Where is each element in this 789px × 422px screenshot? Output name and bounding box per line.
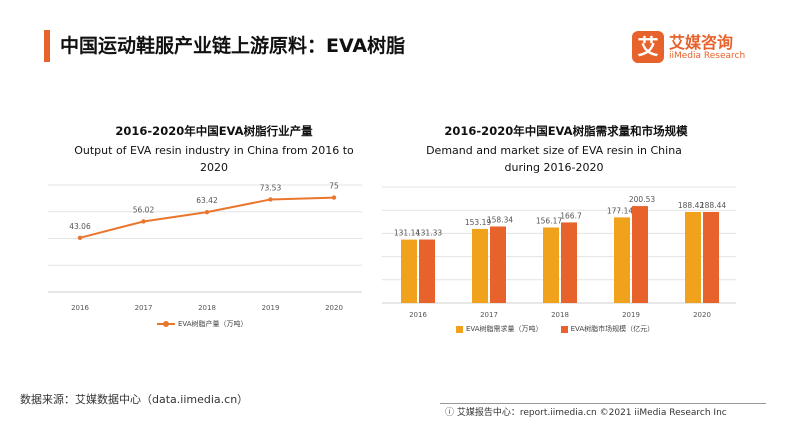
data-source: 数据来源：艾媒数据中心（data.iimedia.cn） [20,393,249,406]
bar-data-label: 177.14 [607,206,633,215]
bar-data-label: 153.19 [465,218,491,227]
iimedia-logo: 艾 艾媒咨询 iiMedia Research [632,31,752,65]
bar-demand [401,239,417,303]
bar-data-label: 131.33 [416,229,442,238]
bar-data-label: 166.7 [560,211,582,220]
line-chart-legend: EVA树脂产量（万吨） [157,319,248,329]
legend-swatch-demand [456,325,463,333]
bar-market-size [419,239,435,303]
line-point [204,209,210,215]
line-chart-title: 2016-2020年中国EVA树脂行业产量 [115,124,313,138]
bar-chart-legend: EVA树脂需求量（万吨） EVA树脂市场规模（亿元） [456,324,654,334]
bar-demand [472,228,488,303]
legend-swatch-market [560,325,568,333]
bar-x-tick-label: 2020 [693,311,711,319]
bar-x-tick-label: 2017 [480,311,498,319]
legend-swatch-line [157,321,175,327]
logo-cn-text: 艾媒咨询 [669,33,734,52]
footer-divider [440,403,766,404]
line-data-label: 75 [329,182,339,191]
line-data-label: 43.06 [69,222,91,231]
bar-market-size [561,222,577,303]
line-x-tick-label: 2016 [71,304,89,312]
line-series-output [79,196,335,239]
bar-x-tick-label: 2018 [551,311,569,319]
bar-market-size [632,206,648,303]
bar-data-label: 131.14 [394,229,420,238]
legend-label-output: EVA树脂产量（万吨） [178,320,248,328]
bar-x-tick-label: 2019 [622,311,640,319]
bar-market-size [490,226,506,303]
bar-market-size [703,211,719,303]
line-point [77,235,83,240]
line-chart-subtitle: Output of EVA resin industry in China fr… [74,144,354,174]
line-x-tick-label: 2017 [135,304,153,312]
legend-label-demand: EVA树脂需求量（万吨） [466,325,543,333]
title-accent-bar [44,30,50,62]
bar-demand [685,211,701,303]
line-point [141,219,146,224]
line-data-label: 63.42 [196,196,218,205]
line-x-tick-label: 2018 [198,304,216,312]
bar-data-label: 188.44 [700,201,726,210]
line-point [331,195,337,200]
bar-data-label: 156.17 [536,217,562,226]
bar-data-label: 158.34 [487,215,513,224]
page-title: 中国运动鞋服产业链上游原料：EVA树脂 [60,35,406,57]
logo-en-text: iiMedia Research [669,51,746,61]
line-x-tick-label: 2019 [262,304,280,312]
bar-data-label: 188.42 [678,201,704,210]
legend-label-market: EVA树脂市场规模（亿元） [570,325,655,333]
bar-chart-subtitle: Demand and market size of EVA resin in C… [426,144,682,174]
line-point [268,197,273,202]
line-x-tick-label: 2020 [325,304,343,312]
line-data-label: 56.02 [133,205,155,214]
bar-demand [543,227,559,303]
bar-data-label: 200.53 [629,195,655,204]
bar-chart-title: 2016-2020年中国EVA树脂需求量和市场规模 [444,124,688,138]
line-data-label: 73.53 [260,183,282,192]
bar-x-tick-label: 2016 [409,311,427,319]
footer-credit: ⓘ 艾媒报告中心：report.iimedia.cn ©2021 iiMedia… [445,408,727,418]
bar-demand [614,217,630,303]
logo-mark: 艾 [632,31,664,63]
